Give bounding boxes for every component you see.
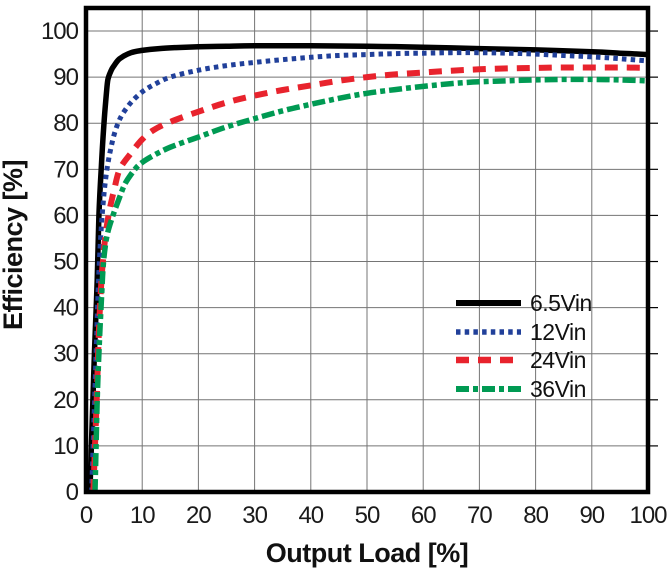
series-curve-6.5Vin (88, 42, 646, 490)
series-curve-12Vin (89, 50, 646, 490)
axis-tick-labels: 0 10 20 30 40 50 60 70 80 90 100 0 10 20 30 40 50 60 70 80 9… (41, 18, 668, 529)
x-tick-label-10: 10 (130, 502, 155, 529)
x-axis-title: Output Load [%] (266, 538, 468, 568)
plot-frame (83, 5, 658, 495)
y-tick-label-50: 50 (53, 249, 78, 276)
plot-border (83, 5, 651, 495)
y-tick-label-40: 40 (53, 295, 78, 322)
legend-label-12Vin: 12Vin (530, 319, 586, 345)
y-tick-label-80: 80 (53, 110, 78, 137)
x-tick-label-90: 90 (579, 502, 604, 529)
legend-label-36Vin: 36Vin (530, 376, 586, 402)
y-tick-label-30: 30 (53, 341, 78, 368)
y-axis-title: Efficiency [%] (0, 160, 28, 330)
series-curve-36Vin (92, 76, 646, 490)
y-tick-label-10: 10 (53, 433, 78, 460)
y-tick-label-60: 60 (53, 202, 78, 229)
x-tick-label-30: 30 (242, 502, 267, 529)
y-tick-label-20: 20 (53, 387, 78, 414)
series-curve-24Vin (90, 64, 646, 490)
x-tick-label-100: 100 (629, 502, 667, 529)
x-tick-label-20: 20 (186, 502, 211, 529)
x-tick-label-40: 40 (298, 502, 323, 529)
y-tick-label-90: 90 (53, 64, 78, 91)
x-tick-label-50: 50 (355, 502, 380, 529)
x-tick-label-70: 70 (467, 502, 492, 529)
y-tick-label-70: 70 (53, 156, 78, 183)
legend-label-6.5Vin: 6.5Vin (530, 290, 592, 316)
y-tick-label-0: 0 (66, 479, 79, 506)
data-curves (88, 42, 646, 490)
y-tick-label-100: 100 (41, 18, 79, 45)
x-tick-label-60: 60 (411, 502, 436, 529)
legend-label-24Vin: 24Vin (530, 347, 586, 373)
x-tick-label-0: 0 (80, 502, 93, 529)
x-tick-label-80: 80 (523, 502, 548, 529)
